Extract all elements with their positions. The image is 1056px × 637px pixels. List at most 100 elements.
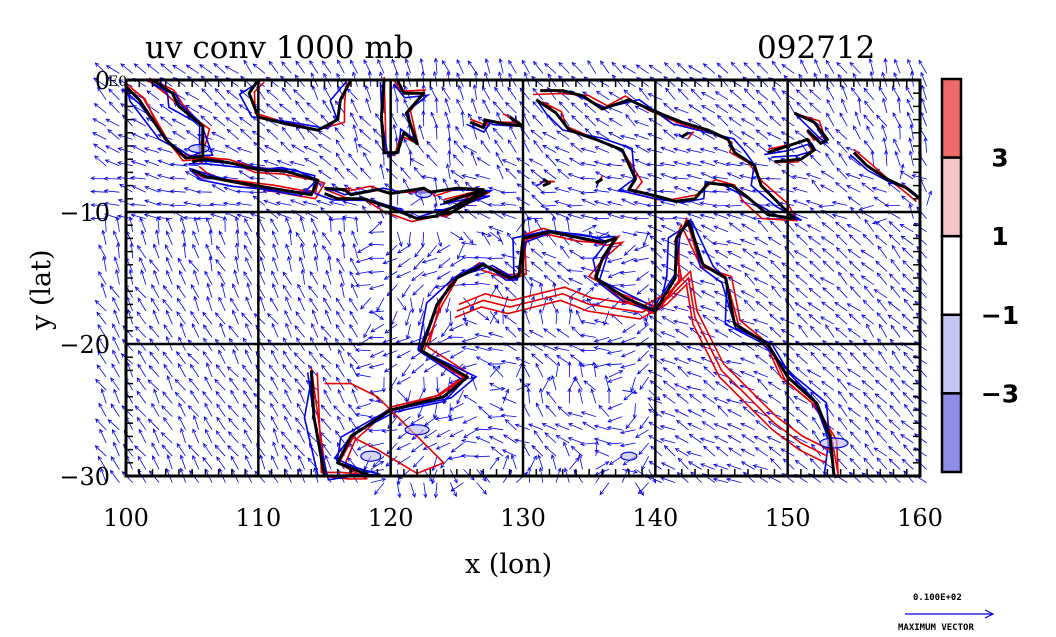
wind-vector-head	[422, 446, 428, 450]
wind-vector-head	[185, 64, 191, 69]
wind-vector-head	[434, 123, 439, 129]
wind-vector-head	[874, 366, 880, 371]
wind-vector	[687, 174, 702, 180]
wind-vector	[875, 234, 888, 246]
wind-vector-head	[783, 141, 788, 146]
wind-vector	[94, 155, 107, 167]
wind-vector-head	[308, 443, 314, 448]
wind-vector	[503, 434, 517, 444]
wind-vector	[98, 271, 107, 285]
wind-vector-head	[618, 370, 624, 375]
wind-vector	[820, 184, 835, 193]
wind-vector	[822, 260, 835, 272]
wind-vector	[170, 163, 186, 167]
wind-vector	[243, 390, 253, 404]
wind-vector	[846, 173, 861, 180]
wind-vector-head	[496, 111, 501, 117]
wind-vector-head	[293, 444, 299, 450]
wind-vector-head	[100, 388, 105, 394]
wind-vector-head	[323, 389, 328, 395]
wind-vector	[701, 105, 716, 114]
wind-vector	[393, 85, 398, 100]
wind-vector-head	[174, 391, 180, 397]
wind-vector-head	[137, 455, 142, 461]
wind-vector	[686, 149, 702, 153]
wind-vector	[337, 389, 345, 404]
wind-vector-head	[809, 260, 814, 265]
wind-vector-head	[871, 220, 877, 225]
wind-vector	[864, 285, 874, 299]
wind-vector-head	[449, 354, 455, 359]
wind-vector-head	[455, 125, 460, 131]
wind-vector	[491, 274, 504, 285]
colorbar-label: −3	[981, 379, 1019, 408]
wind-vector-head	[861, 380, 867, 385]
wind-vector-head	[584, 114, 590, 120]
wind-vector-head	[858, 206, 864, 211]
wind-vector-head	[782, 234, 787, 240]
wind-vector-head	[606, 441, 612, 446]
wind-vector-head	[532, 114, 537, 120]
wind-vector	[297, 284, 306, 298]
wind-vector-head	[384, 329, 390, 334]
wind-vector	[235, 216, 239, 232]
wind-vector-head	[181, 229, 186, 235]
wind-vector-head	[862, 391, 868, 397]
wind-vector-head	[143, 213, 149, 218]
wind-vector-head	[515, 197, 521, 202]
wind-vector-head	[878, 323, 883, 329]
wind-vector	[771, 100, 782, 114]
wind-vector	[104, 216, 107, 232]
wind-vector-head	[112, 349, 117, 355]
wind-vector	[433, 190, 438, 206]
wind-vector-head	[165, 217, 170, 222]
wind-vector-head	[487, 256, 492, 261]
wind-vector	[283, 350, 292, 365]
wind-vector	[660, 438, 676, 444]
wind-vector	[882, 98, 888, 114]
wind-vector-head	[578, 453, 583, 459]
wind-vector-head	[865, 429, 870, 435]
wind-vector-head	[263, 199, 269, 204]
wind-vector-head	[156, 188, 162, 193]
wind-vector-head	[891, 350, 896, 356]
wind-vector	[164, 244, 173, 259]
wind-vector	[386, 284, 398, 296]
wind-vector-head	[103, 215, 108, 221]
wind-vector-head	[321, 231, 327, 237]
wind-vector-head	[245, 349, 249, 355]
wind-vector-head	[294, 417, 300, 422]
wind-vector	[822, 248, 835, 259]
wind-vector	[907, 112, 914, 127]
wind-vector	[755, 447, 769, 457]
wind-vector	[663, 76, 676, 87]
wind-vector-head	[620, 134, 625, 139]
wind-vector	[876, 312, 888, 325]
wind-vector	[110, 470, 120, 483]
x-tick-label: 100	[103, 504, 149, 532]
wind-vector	[621, 257, 636, 265]
wind-vector-head	[862, 365, 867, 371]
wind-vector-head	[245, 322, 250, 328]
wind-vector-head	[96, 364, 101, 370]
wind-vector-head	[582, 91, 587, 96]
wind-vector	[769, 313, 782, 325]
wind-vector	[437, 244, 451, 253]
wind-vector	[227, 445, 239, 457]
wind-vector	[245, 349, 253, 364]
wind-vector-head	[295, 231, 300, 237]
wind-vector-head	[464, 181, 470, 187]
wind-vector	[580, 442, 596, 445]
wind-vector-head	[741, 434, 747, 439]
wind-vector	[295, 100, 305, 114]
wind-vector-head	[214, 87, 220, 93]
wind-vector	[519, 87, 530, 101]
wind-vector-head	[809, 273, 814, 279]
wind-vector-head	[282, 350, 288, 356]
wind-vector	[441, 86, 451, 101]
wind-vector	[177, 258, 186, 272]
wind-vector-head	[368, 428, 373, 433]
wind-vector-head	[450, 487, 456, 492]
negative-contour	[466, 122, 491, 134]
wind-vector-head	[401, 372, 406, 378]
